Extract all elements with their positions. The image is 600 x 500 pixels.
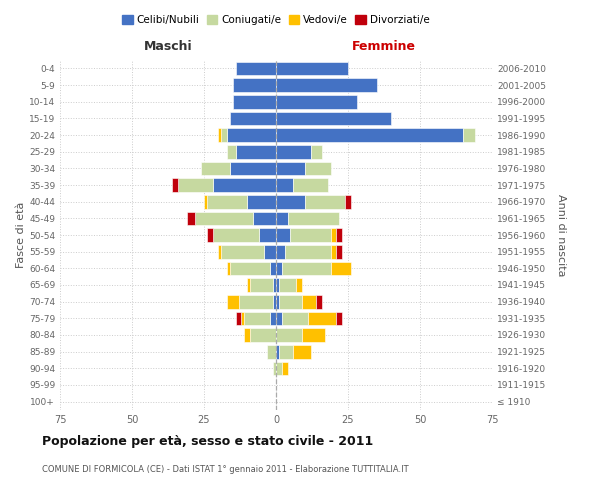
Bar	[244, 328, 250, 342]
Bar	[273, 362, 276, 375]
Bar	[247, 278, 250, 292]
Bar	[273, 295, 276, 308]
Text: Popolazione per età, sesso e stato civile - 2011: Popolazione per età, sesso e stato civil…	[42, 435, 373, 448]
Bar	[227, 145, 236, 158]
Text: COMUNE DI FORMICOLA (CE) - Dati ISTAT 1° gennaio 2011 - Elaborazione TUTTITALIA.: COMUNE DI FORMICOLA (CE) - Dati ISTAT 1°…	[42, 465, 409, 474]
Bar	[276, 262, 282, 275]
Bar	[265, 245, 276, 258]
Bar	[244, 312, 270, 325]
Bar	[236, 312, 241, 325]
Bar	[276, 362, 282, 375]
Bar	[270, 262, 276, 275]
Bar	[279, 345, 293, 358]
Bar	[196, 212, 253, 225]
Bar	[276, 228, 290, 242]
Bar	[276, 78, 377, 92]
Bar	[331, 262, 351, 275]
Bar	[187, 212, 196, 225]
Bar	[276, 212, 287, 225]
Bar	[282, 262, 331, 275]
Bar	[276, 312, 282, 325]
Bar	[276, 128, 463, 142]
Bar	[227, 295, 239, 308]
Bar	[276, 95, 356, 108]
Bar	[270, 312, 276, 325]
Bar	[290, 228, 331, 242]
Bar	[279, 278, 296, 292]
Bar	[293, 345, 311, 358]
Bar	[212, 178, 276, 192]
Bar	[221, 128, 227, 142]
Bar	[293, 178, 328, 192]
Bar	[463, 128, 475, 142]
Bar	[287, 212, 340, 225]
Bar	[331, 228, 337, 242]
Bar	[178, 178, 212, 192]
Bar	[282, 362, 287, 375]
Bar	[276, 178, 293, 192]
Bar	[207, 195, 247, 208]
Bar	[247, 195, 276, 208]
Bar	[218, 245, 221, 258]
Bar	[236, 145, 276, 158]
Text: Femmine: Femmine	[352, 40, 416, 54]
Bar	[227, 128, 276, 142]
Bar	[276, 328, 302, 342]
Bar	[337, 228, 342, 242]
Bar	[337, 245, 342, 258]
Bar	[282, 312, 308, 325]
Bar	[253, 212, 276, 225]
Bar	[276, 278, 279, 292]
Bar	[316, 295, 322, 308]
Bar	[308, 312, 337, 325]
Bar	[276, 62, 348, 75]
Bar	[230, 162, 276, 175]
Bar	[230, 262, 270, 275]
Bar	[296, 278, 302, 292]
Bar	[273, 278, 276, 292]
Bar	[233, 95, 276, 108]
Bar	[250, 278, 273, 292]
Bar	[201, 162, 230, 175]
Bar	[233, 78, 276, 92]
Bar	[302, 328, 325, 342]
Bar	[212, 228, 259, 242]
Bar	[207, 228, 212, 242]
Bar	[279, 295, 302, 308]
Bar	[345, 195, 351, 208]
Bar	[230, 112, 276, 125]
Bar	[236, 62, 276, 75]
Text: Maschi: Maschi	[143, 40, 193, 54]
Bar	[276, 112, 391, 125]
Bar	[204, 195, 207, 208]
Y-axis label: Fasce di età: Fasce di età	[16, 202, 26, 268]
Bar	[331, 245, 337, 258]
Bar	[276, 195, 305, 208]
Bar	[337, 312, 342, 325]
Bar	[276, 145, 311, 158]
Bar	[276, 162, 305, 175]
Bar	[276, 345, 279, 358]
Bar	[221, 245, 265, 258]
Bar	[250, 328, 276, 342]
Bar	[305, 195, 345, 208]
Bar	[284, 245, 331, 258]
Bar	[218, 128, 221, 142]
Bar	[268, 345, 276, 358]
Bar	[311, 145, 322, 158]
Bar	[259, 228, 276, 242]
Bar	[302, 295, 316, 308]
Legend: Celibi/Nubili, Coniugati/e, Vedovi/e, Divorziati/e: Celibi/Nubili, Coniugati/e, Vedovi/e, Di…	[118, 11, 434, 30]
Bar	[276, 245, 284, 258]
Bar	[241, 312, 244, 325]
Bar	[305, 162, 331, 175]
Bar	[227, 262, 230, 275]
Bar	[172, 178, 178, 192]
Bar	[239, 295, 273, 308]
Y-axis label: Anni di nascita: Anni di nascita	[556, 194, 566, 276]
Bar	[276, 295, 279, 308]
